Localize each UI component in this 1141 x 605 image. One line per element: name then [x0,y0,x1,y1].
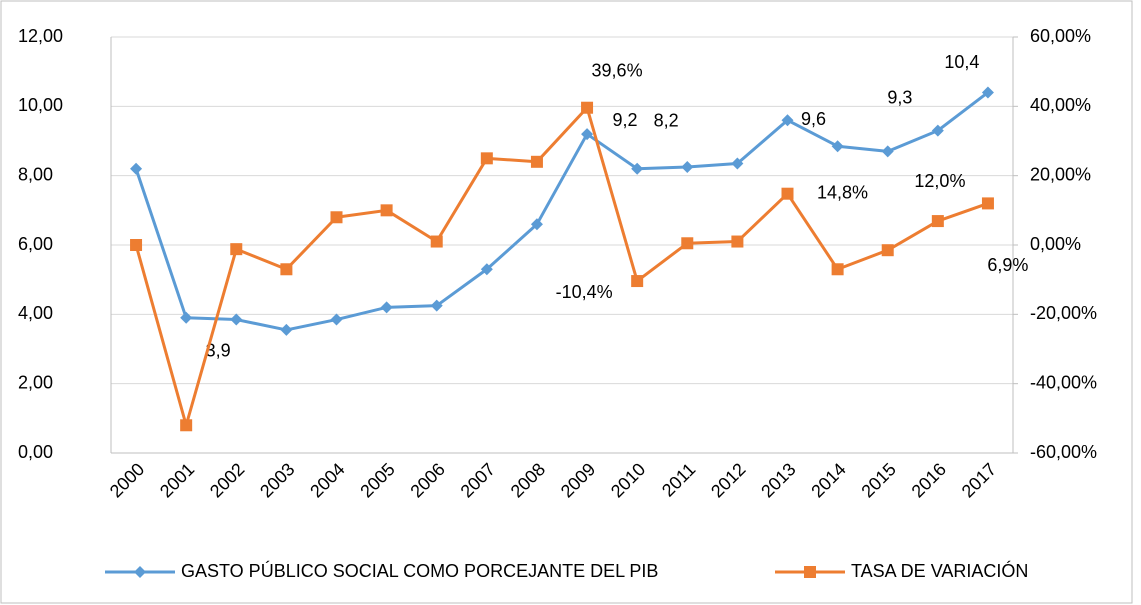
data-label: 12,0% [914,171,965,191]
y2-tick-label: -20,00% [1030,303,1097,323]
y-tick-label: 0,00 [18,442,53,462]
series-line [134,106,989,427]
marker [480,263,493,276]
y-tick-label: 10,00 [18,95,63,115]
data-label: 9,6 [801,109,826,129]
data-label: 10,4 [944,52,979,72]
marker [881,145,894,158]
marker [180,419,193,432]
data-label: 9,3 [887,87,912,107]
data-label: 39,6% [592,60,643,80]
legend-marker [134,566,146,578]
marker [981,86,994,99]
marker [180,311,193,324]
marker [831,263,844,276]
y-tick-label: 4,00 [18,303,53,323]
y-tick-label: 8,00 [18,164,53,184]
y-tick-label: 2,00 [18,372,53,392]
data-label: -10,4% [556,282,613,302]
marker [280,323,293,336]
marker [380,204,393,217]
marker [581,101,594,114]
legend-label: TASA DE VARIACIÓN [851,560,1028,581]
y-tick-label: 6,00 [18,234,53,254]
marker [631,162,644,175]
marker [380,301,393,314]
marker [530,218,543,231]
marker [681,161,694,173]
legend-item: TASA DE VARIACIÓN [775,560,1028,581]
marker [831,140,844,153]
marker [430,235,443,248]
marker [230,313,243,326]
data-label: 9,2 [613,110,638,130]
y2-tick-label: 60,00% [1030,26,1091,46]
marker [480,152,493,165]
legend-marker [804,566,816,578]
marker [280,263,293,276]
marker [781,114,794,127]
marker [230,243,243,256]
marker [981,197,994,210]
marker [731,157,744,170]
marker [781,187,794,200]
y-tick-label: 12,00 [18,26,63,46]
series-line [134,91,989,332]
marker [881,244,894,257]
y2-tick-label: 0,00% [1030,234,1081,254]
marker [581,128,594,141]
legend-label: GASTO PÚBLICO SOCIAL COMO PORCEJANTE DEL… [181,560,658,581]
marker [430,299,443,312]
data-label: 8,2 [654,110,679,130]
data-label: 6,9% [987,255,1028,275]
data-label: 3,9 [206,341,231,361]
marker [330,313,343,326]
y2-tick-label: 40,00% [1030,95,1091,115]
marker [931,124,944,137]
marker [731,235,744,248]
marker [631,275,644,288]
marker [130,239,143,251]
y2-tick-label: 20,00% [1030,164,1091,184]
marker [530,155,543,168]
y2-tick-label: -60,00% [1030,442,1097,462]
y2-tick-label: -40,00% [1030,372,1097,392]
marker [931,215,944,228]
legend-item: GASTO PÚBLICO SOCIAL COMO PORCEJANTE DEL… [105,560,658,581]
marker [330,211,343,224]
marker [681,237,694,250]
data-label: 14,8% [817,182,868,202]
marker [130,162,143,175]
